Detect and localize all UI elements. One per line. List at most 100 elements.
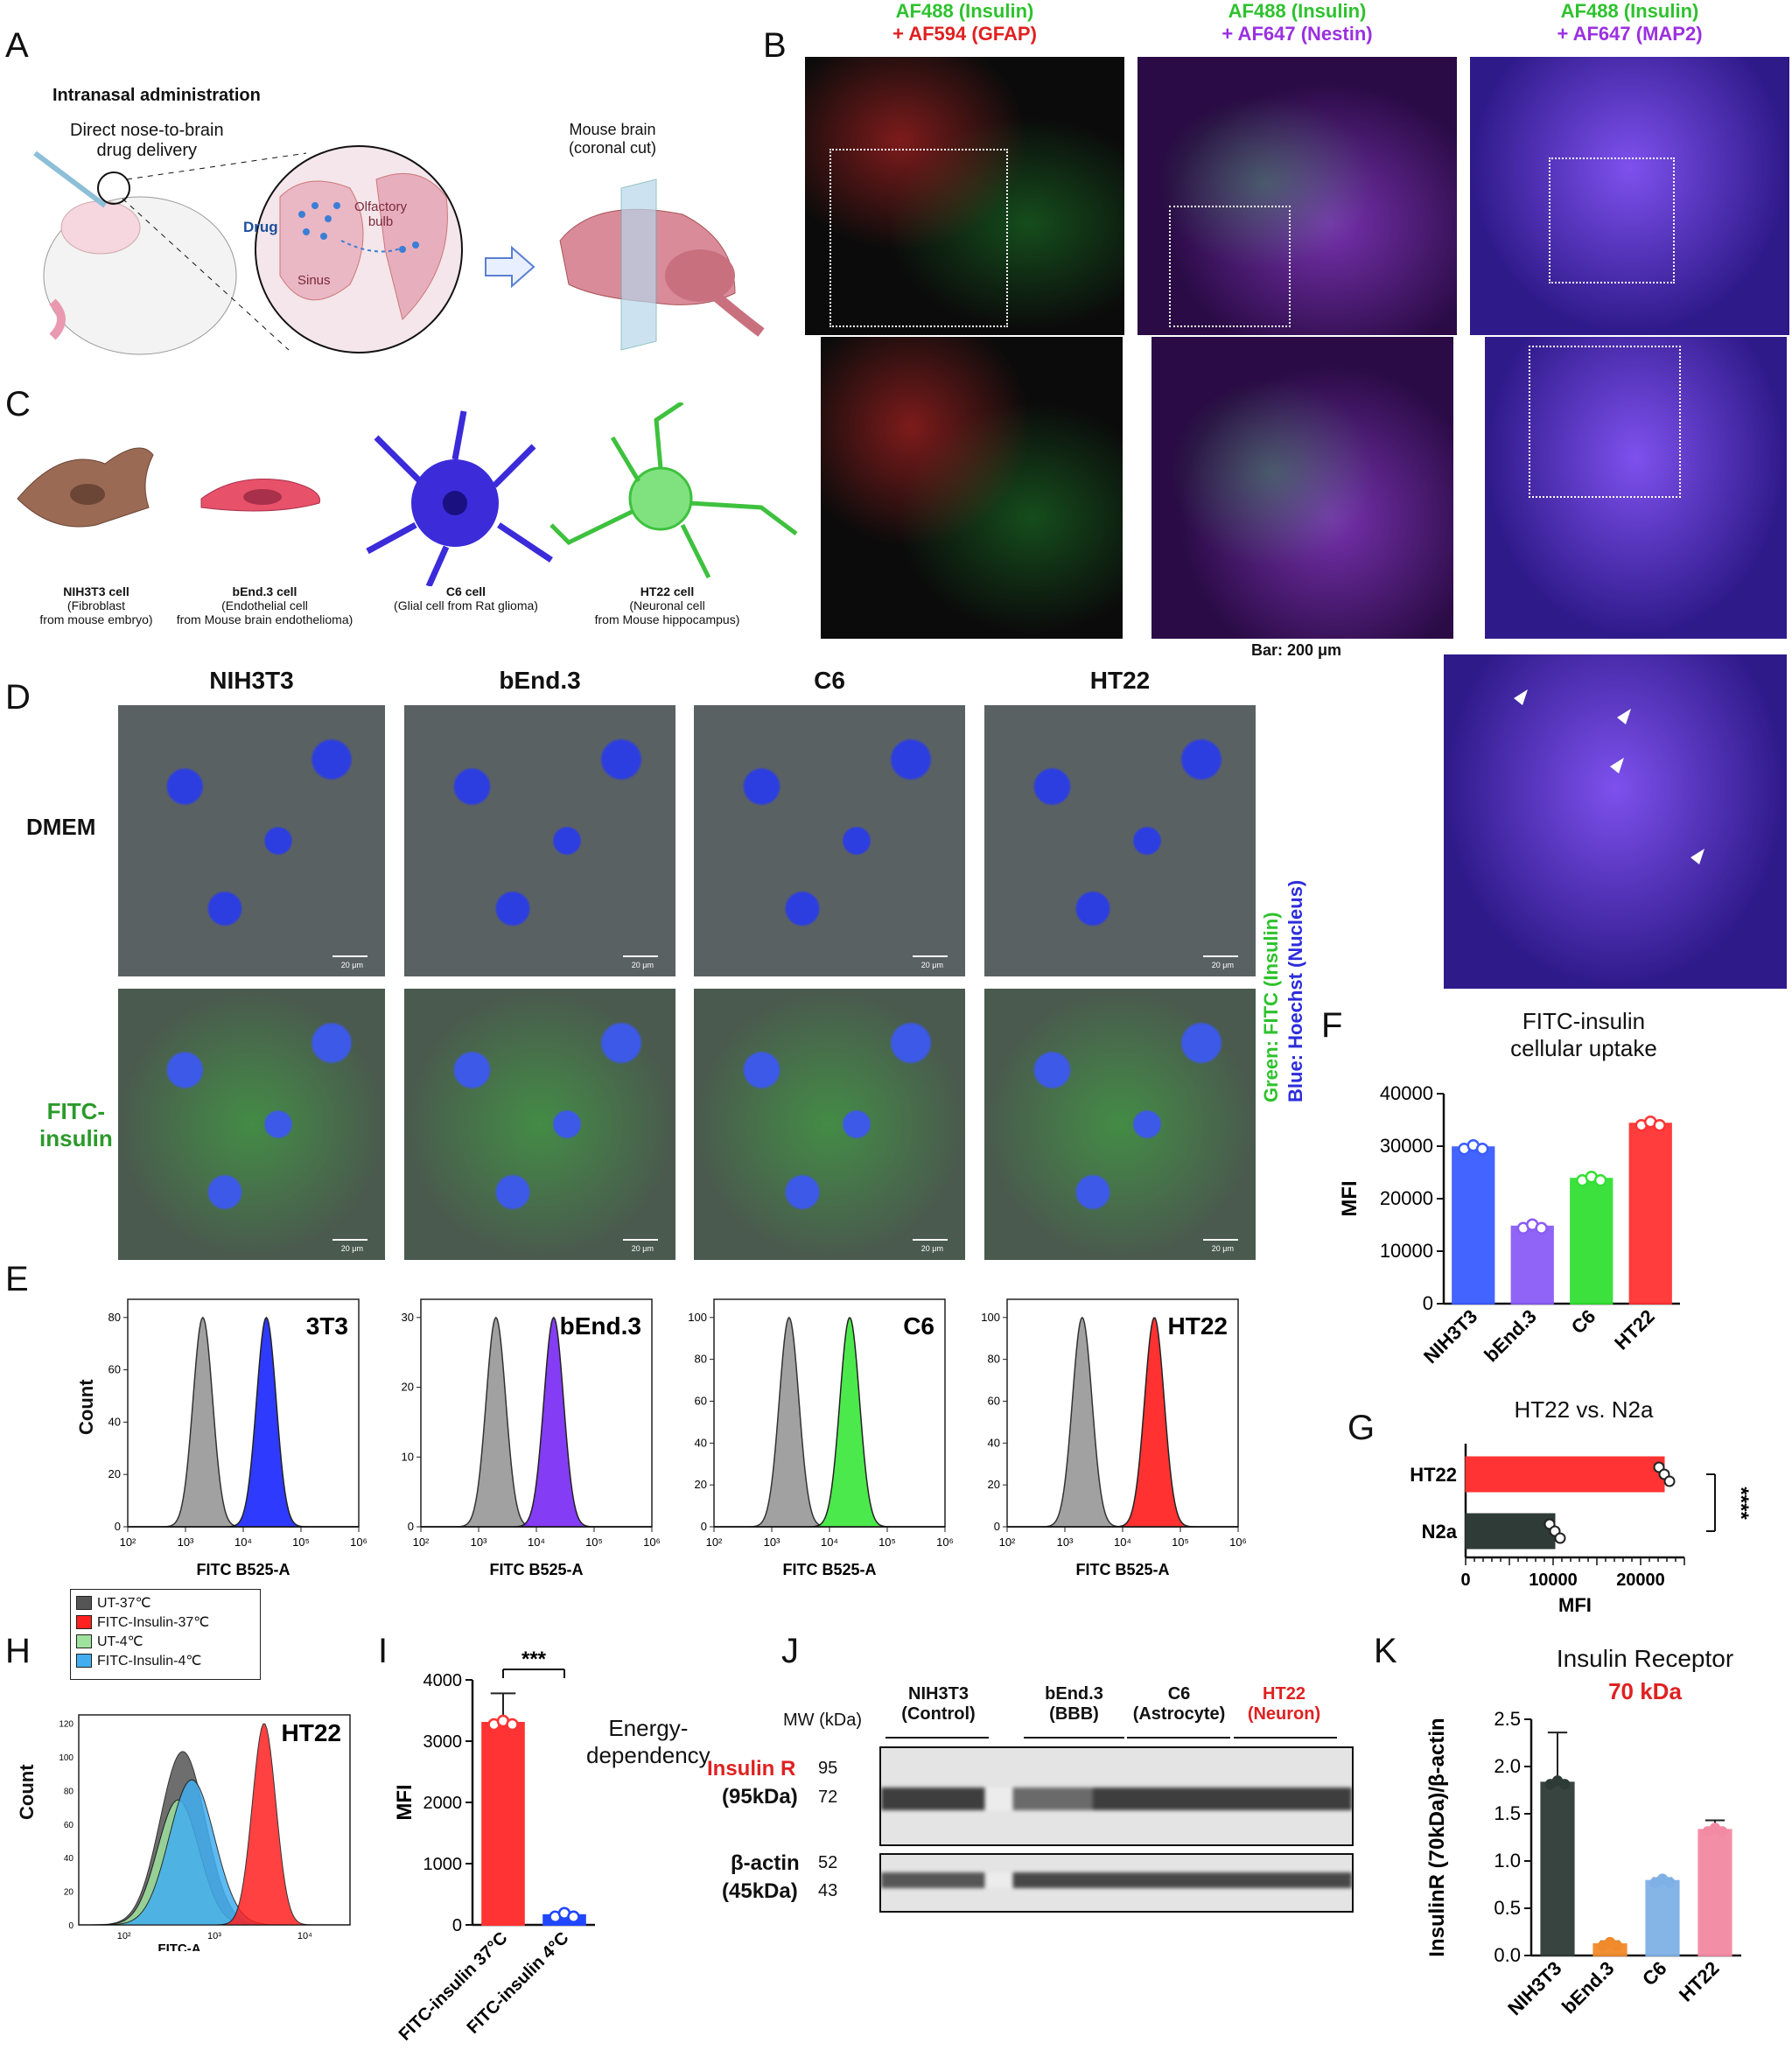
data-point: [1663, 1877, 1676, 1888]
histogram-series: [128, 1316, 359, 1528]
histogram-series: [714, 1317, 945, 1528]
y-tick-label: 100: [981, 1311, 1000, 1324]
y-axis-title: MFI: [393, 1784, 416, 1820]
x-tick-label: 10²: [999, 1536, 1016, 1549]
j-group-ht22: HT22 (Neuron): [1247, 1684, 1321, 1724]
y-tick-label: 40: [108, 1415, 121, 1428]
nestin-zoom-image: [1152, 337, 1453, 639]
y-tick-label: 0.0: [1494, 1944, 1521, 1966]
j-row1-name: Insulin R: [707, 1757, 796, 1781]
y-tick-label: 80: [695, 1353, 707, 1366]
j-row2-size: (45kDa): [722, 1879, 798, 1903]
y-tick-label: 3000: [424, 1732, 463, 1752]
x-axis-title: FITC B525-A: [489, 1561, 583, 1578]
cell-desc-1: (Endothelial cell: [221, 598, 308, 612]
panel-letter-g: G: [1348, 1409, 1376, 1447]
drug-label: Drug: [243, 219, 278, 235]
k-subtitle: 70 kDa: [1608, 1678, 1682, 1704]
cell-card-c6: C6 cell (Glial cell from Rat glioma): [372, 584, 560, 612]
panel-letter-h: H: [5, 1632, 31, 1670]
b-col2-line2: + AF647 (Nestin): [1222, 23, 1373, 45]
d-col-nih3t3: NIH3T3: [209, 667, 294, 694]
y-tick-label: 0: [68, 1921, 74, 1931]
cell-desc-1: (Neuronal cell: [629, 598, 705, 612]
x-tick-label: bEnd.3: [1480, 1305, 1541, 1367]
dmem-c6-image: 20 μm: [694, 705, 965, 976]
y-tick-label: 120: [59, 1720, 74, 1730]
histogram-label: C6: [903, 1312, 934, 1340]
data-point: [567, 1910, 580, 1924]
y-tick-label: 20000: [1380, 1187, 1433, 1209]
legend-item: UT-37℃: [76, 1593, 255, 1613]
histogram-series: [79, 1723, 350, 1926]
y-tick-label: N2a: [1422, 1521, 1458, 1543]
y-tick-label: 60: [988, 1394, 1000, 1407]
x-tick-label: 10³: [471, 1536, 487, 1549]
x-tick-label: 10⁵: [292, 1536, 310, 1549]
x-tick-label: 10³: [207, 1931, 221, 1942]
cell-desc-1: (Glial cell from Rat glioma): [394, 598, 538, 612]
dmem-bend3-image: 20 μm: [404, 705, 676, 976]
cell-name: HT22 cell: [640, 584, 695, 598]
b-col1-line2: + AF594 (GFAP): [892, 23, 1037, 45]
b-col2-line1: AF488 (Insulin): [1228, 0, 1367, 22]
j-row2-name: β-actin: [731, 1851, 800, 1875]
j-group-bend3: bEnd.3 (BBB): [1045, 1684, 1103, 1724]
x-tick-label: 20000: [1616, 1571, 1665, 1590]
j-mw-label: MW (kDa): [783, 1711, 862, 1730]
y-tick-label: 2.0: [1494, 1755, 1521, 1777]
panel-letter-k: K: [1374, 1632, 1397, 1670]
y-tick-label: 0: [701, 1520, 707, 1533]
bar: [481, 1722, 525, 1926]
histogram-series: [421, 1316, 652, 1528]
data-point: [1593, 1173, 1607, 1187]
d-row-dmem: DMEM: [26, 814, 96, 840]
bar-chart-g: 0 10000 20000 MFI HT22 N2a ****: [1410, 1444, 1753, 1616]
j-mw-72: 72: [818, 1788, 838, 1807]
fitc-bend3-image: 20 μm: [404, 989, 676, 1260]
x-tick-label: FITC-insulin 4°C: [464, 1928, 573, 2038]
y-tick-label: 20: [988, 1478, 1000, 1491]
panel-letter-e: E: [5, 1260, 29, 1298]
x-axis-title: FITC B525-A: [782, 1561, 876, 1578]
panel-a-title: Intranasal administration: [52, 86, 261, 105]
y-tick-label: 40: [695, 1436, 707, 1449]
map2-detail-image: [1444, 654, 1787, 989]
y-tick-label: 40000: [1380, 1082, 1433, 1104]
cell-card-bend3: bEnd.3 cell (Endothelial cell from Mouse…: [162, 584, 368, 626]
d-row-fitc: FITC- insulin: [39, 1098, 113, 1151]
x-tick-label: bEnd.3: [1558, 1957, 1619, 2019]
x-axis-title: FITC B525-A: [1075, 1561, 1169, 1578]
x-tick-label: 10⁵: [585, 1536, 603, 1549]
h-legend: UT-37℃ FITC-Insulin-37℃ UT-4℃ FITC-Insul…: [70, 1589, 261, 1680]
panel-letter-b: B: [763, 26, 787, 65]
y-tick-label: 20: [695, 1478, 707, 1491]
histogram-label: HT22: [1168, 1312, 1228, 1340]
data-point: [1558, 1779, 1571, 1790]
x-tick-label: 10⁵: [878, 1536, 896, 1549]
y-tick-label: 30000: [1380, 1135, 1433, 1157]
fitc-c6-image: 20 μm: [694, 989, 965, 1260]
bar: [1645, 1879, 1680, 1956]
bar: [1570, 1178, 1614, 1305]
y-tick-label: 1000: [424, 1855, 463, 1874]
bar: [1540, 1781, 1575, 1956]
y-tick-label: 60: [64, 1821, 74, 1830]
bar: [1698, 1829, 1732, 1956]
legend-item: UT-4℃: [76, 1632, 255, 1651]
gfap-overview-image: [805, 57, 1124, 335]
x-axis-title: FITC-A: [158, 1942, 200, 1951]
j-group-nih3t3: NIH3T3 (Control): [901, 1684, 976, 1724]
panel-letter-j: J: [781, 1632, 799, 1670]
d-col-bend3: bEnd.3: [499, 667, 581, 694]
flow-histogram-h: 0 20 40 60 80 100 120 10² 10³ 10⁴ FITC-A HT22: [59, 1714, 351, 1951]
data-point: [1535, 1221, 1548, 1235]
x-tick-label: 10⁵: [1172, 1536, 1189, 1549]
j-mw-52: 52: [818, 1853, 838, 1872]
d-side-green: Green: FITC (Insulin): [1260, 912, 1282, 1102]
data-point: [1663, 1475, 1676, 1487]
b-col3-line1: AF488 (Insulin): [1560, 0, 1699, 22]
data-point: [1475, 1142, 1489, 1156]
x-tick-label: 10⁴: [528, 1536, 545, 1549]
d-col-ht22: HT22: [1089, 667, 1151, 694]
